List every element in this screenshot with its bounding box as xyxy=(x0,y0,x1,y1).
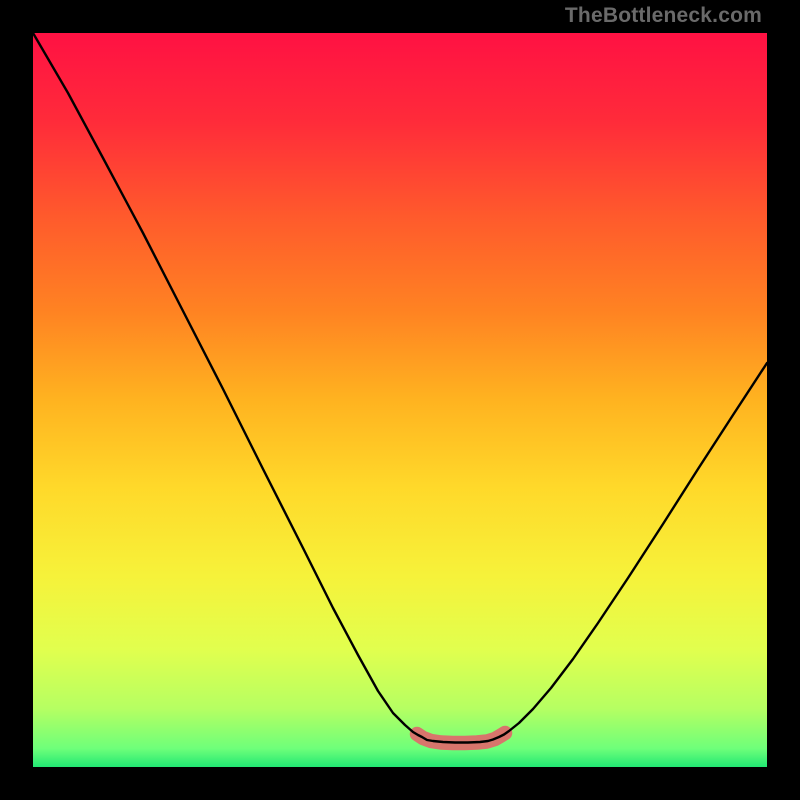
plot-area xyxy=(33,33,767,767)
watermark-text: TheBottleneck.com xyxy=(565,4,762,28)
bottleneck-curve xyxy=(33,33,767,743)
curve-layer xyxy=(33,33,767,767)
chart-frame: TheBottleneck.com xyxy=(0,0,800,800)
